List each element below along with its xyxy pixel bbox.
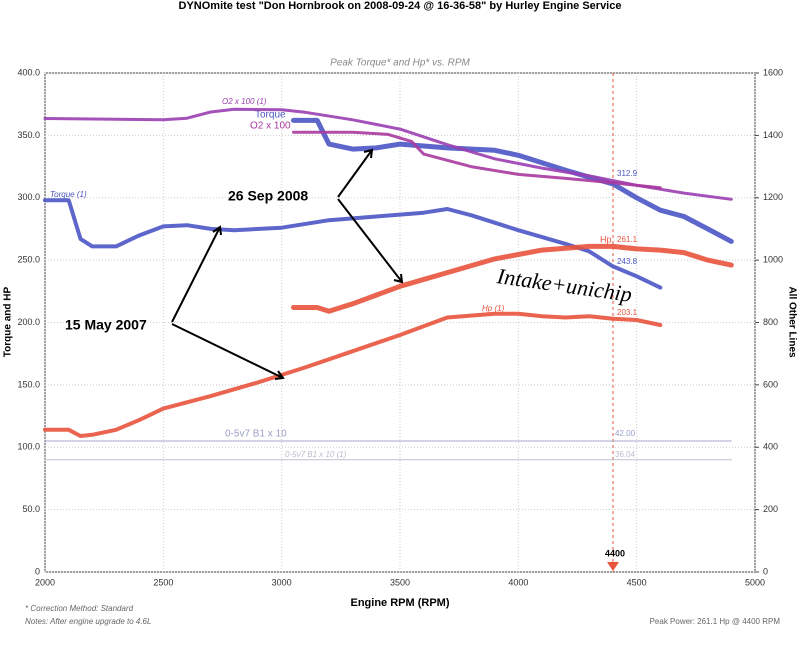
- readout-label: 261.1: [617, 235, 638, 244]
- x-tick-label: 3500: [390, 577, 410, 587]
- annotation: 15 May 2007: [65, 317, 147, 333]
- y-tick-label: 350.0: [17, 130, 40, 140]
- series-label: 0-5v7 B1 x 10: [225, 429, 287, 440]
- footnote: Notes: After engine upgrade to 4.6L: [25, 617, 151, 626]
- series-line: [291, 117, 734, 244]
- y2-tick-label: 800: [763, 317, 778, 327]
- series-label: Torque (1): [50, 190, 87, 199]
- y2-tick-label: 0: [763, 566, 768, 576]
- arrow: [171, 323, 285, 380]
- x-tick-label: 2000: [35, 577, 55, 587]
- series-label: Hp (1): [482, 304, 505, 313]
- y-tick-label: 300.0: [17, 192, 40, 202]
- series-line: [43, 107, 733, 201]
- y2-tick-label: 200: [763, 504, 778, 514]
- series-line: [43, 311, 663, 438]
- series-label: O2 x 100: [250, 121, 291, 132]
- readout-label: 42.00: [615, 429, 636, 438]
- footnote: * Correction Method: Standard: [25, 604, 134, 613]
- readout-label: 243.8: [617, 257, 638, 266]
- plot-area: 0 50.0 100.0 150.0 200.0 250.0 300.0 350.0 400.0…: [17, 67, 783, 587]
- series-label: Hp: [600, 234, 612, 244]
- arrow: [337, 198, 404, 284]
- y-axis-label: Torque and HP: [3, 286, 14, 357]
- arrow: [171, 225, 222, 323]
- x-tick-label: 4500: [627, 577, 647, 587]
- y2-tick-label: 1600: [763, 67, 783, 77]
- series-label: 0-5v7 B1 x 10 (1): [285, 450, 347, 459]
- peak-marker: [607, 562, 619, 571]
- x-axis-label: Engine RPM (RPM): [351, 597, 450, 609]
- y2-tick-label: 1000: [763, 255, 783, 265]
- peak-note: Peak Power: 261.1 Hp @ 4400 RPM: [650, 617, 781, 626]
- y-tick-label: 100.0: [17, 442, 40, 452]
- series-label: O2 x 100 (1): [222, 97, 267, 106]
- y2-tick-label: 1200: [763, 192, 783, 202]
- y-tick-label: 50.0: [22, 504, 40, 514]
- arrow: [337, 148, 374, 198]
- y2-axis-label: All Other Lines: [786, 286, 797, 358]
- y-tick-label: 150.0: [17, 379, 40, 389]
- y-tick-label: 200.0: [17, 317, 40, 327]
- x-tick-label: 4000: [508, 577, 528, 587]
- chart-title: DYNOmite test "Don Hornbrook on 2008-09-…: [179, 0, 622, 12]
- chart-subtitle: Peak Torque* and Hp* vs. RPM: [330, 58, 470, 69]
- y2-tick-label: 1400: [763, 130, 783, 140]
- y2-tick-label: 600: [763, 379, 778, 389]
- peak-label: 4400: [605, 548, 625, 558]
- y-tick-label: 400.0: [17, 67, 40, 77]
- readout-label: 312.9: [617, 169, 638, 178]
- x-tick-label: 5000: [745, 577, 765, 587]
- readout-label: 203.1: [617, 308, 638, 317]
- series-line: [292, 130, 662, 190]
- x-tick-label: 3000: [272, 577, 292, 587]
- y-tick-label: 0: [35, 566, 40, 576]
- series-line: [291, 243, 734, 314]
- y2-tick-label: 400: [763, 442, 778, 452]
- series-label: Torque: [255, 110, 286, 121]
- readout-label: 36.04: [615, 450, 636, 459]
- x-tick-label: 2500: [153, 577, 173, 587]
- y-tick-label: 250.0: [17, 255, 40, 265]
- annotation: 26 Sep 2008: [228, 188, 308, 204]
